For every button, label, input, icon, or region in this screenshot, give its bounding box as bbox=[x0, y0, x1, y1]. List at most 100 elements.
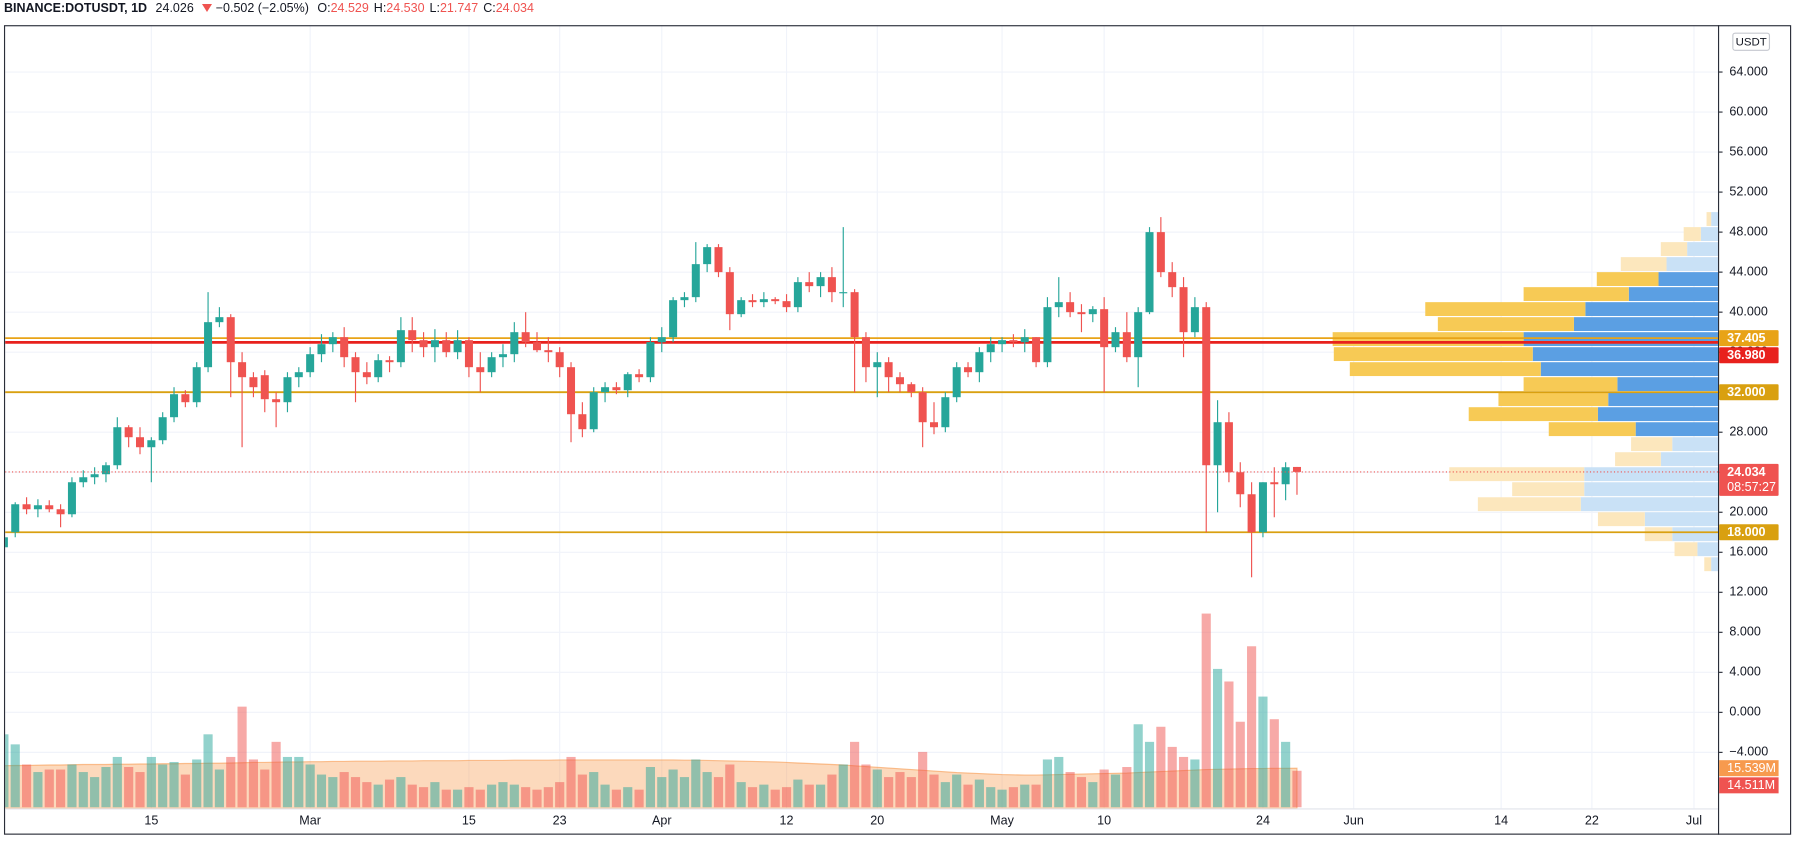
candle-body bbox=[850, 292, 859, 338]
volume-bar bbox=[1167, 746, 1177, 808]
volume-bar bbox=[1110, 774, 1121, 808]
volume-bar bbox=[78, 772, 88, 808]
profile-down bbox=[1631, 437, 1673, 452]
y-tick-label: 28.000 bbox=[1729, 425, 1767, 439]
candle-body bbox=[986, 344, 995, 353]
candle-body bbox=[1111, 332, 1120, 348]
volume-bar bbox=[418, 787, 429, 808]
candle-body bbox=[1281, 467, 1290, 485]
volume-bar bbox=[1156, 726, 1166, 808]
volume-bar bbox=[713, 777, 724, 808]
price-tag-label: 37.405 bbox=[1727, 331, 1765, 345]
volume-bar bbox=[396, 777, 406, 808]
candle-body bbox=[635, 374, 644, 378]
candle-body bbox=[408, 330, 417, 341]
volume-bar bbox=[1213, 668, 1223, 808]
profile-down bbox=[1498, 392, 1609, 407]
profile-up bbox=[1532, 347, 1718, 362]
candle-body bbox=[567, 367, 576, 415]
candle-body bbox=[67, 482, 76, 515]
frame bbox=[3, 25, 1792, 835]
candle-body bbox=[759, 299, 768, 303]
volume-bar bbox=[691, 759, 701, 808]
volume-bar bbox=[214, 769, 224, 808]
candle-body bbox=[680, 297, 689, 301]
x-tick-label: 24 bbox=[1256, 813, 1270, 827]
x-tick-label: 20 bbox=[870, 813, 884, 827]
volume-bar bbox=[668, 769, 678, 808]
profile-up bbox=[1584, 482, 1718, 497]
candle-body bbox=[476, 367, 485, 373]
candle-body bbox=[22, 504, 31, 510]
candle-body bbox=[907, 384, 916, 393]
profile-down bbox=[1512, 482, 1585, 497]
profile-down bbox=[1548, 422, 1636, 437]
candle-body bbox=[1020, 337, 1029, 343]
profile-down bbox=[1674, 542, 1698, 557]
candle-body bbox=[691, 264, 700, 298]
volume-bar bbox=[747, 787, 758, 808]
candle-body bbox=[328, 337, 337, 345]
volume-bar bbox=[112, 756, 122, 808]
y-tick-label: 8.000 bbox=[1729, 625, 1760, 639]
ohlc-value: 24.034 bbox=[495, 1, 534, 15]
volume-bar bbox=[237, 706, 247, 808]
volume-bar bbox=[21, 764, 32, 808]
candle-body bbox=[33, 505, 42, 510]
candle-body bbox=[147, 440, 156, 448]
volume-bar bbox=[1020, 784, 1030, 808]
candle-body bbox=[374, 360, 383, 378]
volume-bar bbox=[56, 769, 66, 808]
volume-bar bbox=[1076, 777, 1087, 808]
y-tick-label: 4.000 bbox=[1729, 665, 1760, 679]
candle-body bbox=[90, 474, 99, 478]
candle-body bbox=[45, 505, 54, 510]
x-tick-label: 12 bbox=[780, 813, 794, 827]
price-tag bbox=[1719, 384, 1779, 401]
candle-body bbox=[612, 387, 621, 391]
volume-bar bbox=[974, 779, 984, 808]
candle-body bbox=[1168, 272, 1177, 288]
volume-bar bbox=[305, 764, 315, 808]
candle-body bbox=[283, 377, 292, 403]
volume-bar bbox=[1144, 741, 1155, 808]
currency-label: USDT bbox=[1736, 36, 1767, 48]
volume-bar bbox=[566, 756, 576, 808]
candle-body bbox=[532, 342, 542, 351]
candle-body bbox=[952, 367, 961, 398]
profile-up bbox=[1672, 437, 1718, 452]
profile-down bbox=[1683, 227, 1701, 241]
candle-body bbox=[419, 340, 428, 348]
countdown: 08:57:27 bbox=[1727, 480, 1776, 494]
profile-down bbox=[1523, 377, 1618, 392]
profile-down bbox=[1596, 272, 1659, 287]
candle-body bbox=[714, 247, 723, 273]
down-arrow bbox=[202, 4, 213, 12]
y-tick-label: 16.000 bbox=[1729, 545, 1767, 559]
profile-up bbox=[1697, 542, 1718, 557]
ohlc-value: 24.530 bbox=[386, 1, 425, 15]
candle-body bbox=[725, 272, 734, 315]
profile-up bbox=[1523, 332, 1718, 347]
volume-bar bbox=[611, 789, 621, 808]
profile-up bbox=[1617, 377, 1718, 392]
volume-bar bbox=[884, 777, 894, 808]
profile-down bbox=[1349, 362, 1541, 377]
volume-bar bbox=[793, 779, 803, 808]
ohlc-value: 21.747 bbox=[439, 1, 479, 15]
ohlc: O:24.529 H:24.530 L:21.747 C:24.034 bbox=[317, 1, 539, 15]
volume-bar bbox=[906, 777, 916, 808]
candle-body bbox=[226, 317, 235, 363]
volume-bar bbox=[543, 787, 553, 808]
volume-bar bbox=[770, 789, 780, 808]
price-tag-label: 36.980 bbox=[1727, 348, 1765, 362]
candle-body bbox=[351, 357, 360, 373]
candle-body bbox=[657, 337, 666, 343]
candle-body bbox=[1100, 309, 1109, 348]
candle-body bbox=[170, 394, 179, 418]
profile-up bbox=[1584, 467, 1718, 482]
candle-body bbox=[737, 300, 746, 315]
volume-bar bbox=[952, 774, 962, 808]
volume-bar bbox=[339, 772, 349, 808]
candle-body bbox=[192, 367, 201, 403]
